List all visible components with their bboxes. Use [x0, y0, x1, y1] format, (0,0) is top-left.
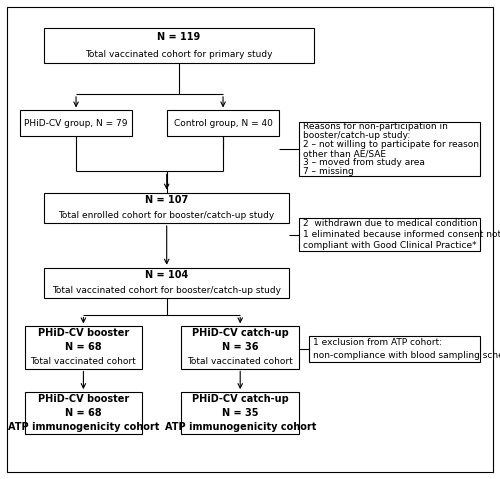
Text: 3 – moved from study area: 3 – moved from study area [303, 158, 425, 167]
Text: PHiD-CV group, N = 79: PHiD-CV group, N = 79 [24, 119, 128, 128]
FancyBboxPatch shape [20, 111, 132, 136]
FancyBboxPatch shape [166, 111, 280, 136]
Text: PHiD-CV catch-up: PHiD-CV catch-up [192, 329, 288, 338]
Text: Total vaccinated cohort for booster/catch-up study: Total vaccinated cohort for booster/catc… [52, 286, 281, 295]
FancyBboxPatch shape [24, 392, 142, 434]
FancyBboxPatch shape [299, 218, 480, 251]
Text: non-compliance with blood sampling schedule: non-compliance with blood sampling sched… [312, 351, 500, 360]
Text: Reasons for non-participation in: Reasons for non-participation in [303, 122, 448, 131]
Text: 1 eliminated because informed consent not: 1 eliminated because informed consent no… [303, 230, 500, 240]
FancyBboxPatch shape [182, 392, 299, 434]
Text: 7 – missing: 7 – missing [303, 167, 354, 176]
FancyBboxPatch shape [44, 193, 289, 223]
Text: N = 36: N = 36 [222, 342, 258, 353]
Text: other than AE/SAE: other than AE/SAE [303, 149, 386, 158]
FancyBboxPatch shape [44, 28, 314, 64]
FancyBboxPatch shape [299, 122, 480, 176]
Text: 2  withdrawn due to medical condition: 2 withdrawn due to medical condition [303, 219, 478, 228]
Text: N = 68: N = 68 [65, 342, 102, 353]
Text: N = 35: N = 35 [222, 408, 258, 418]
Text: Total enrolled cohort for booster/catch-up study: Total enrolled cohort for booster/catch-… [58, 211, 275, 220]
FancyBboxPatch shape [309, 336, 480, 362]
FancyBboxPatch shape [24, 326, 142, 369]
Text: PHiD-CV booster: PHiD-CV booster [38, 329, 129, 338]
Text: Total vaccinated cohort: Total vaccinated cohort [30, 357, 136, 366]
Text: Total vaccinated cohort for primary study: Total vaccinated cohort for primary stud… [85, 50, 272, 59]
Text: PHiD-CV catch-up: PHiD-CV catch-up [192, 394, 288, 404]
Text: Total vaccinated cohort: Total vaccinated cohort [188, 357, 293, 366]
Text: compliant with Good Clinical Practice*: compliant with Good Clinical Practice* [303, 241, 476, 250]
FancyBboxPatch shape [182, 326, 299, 369]
Text: N = 119: N = 119 [158, 32, 200, 42]
Text: PHiD-CV booster: PHiD-CV booster [38, 394, 129, 404]
Text: N = 104: N = 104 [145, 270, 188, 280]
Text: N = 107: N = 107 [145, 195, 188, 205]
Text: 1 exclusion from ATP cohort:: 1 exclusion from ATP cohort: [312, 338, 442, 347]
Text: ATP immunogenicity cohort: ATP immunogenicity cohort [164, 422, 316, 432]
Text: ATP immunogenicity cohort: ATP immunogenicity cohort [8, 422, 159, 432]
Text: booster/catch-up study:: booster/catch-up study: [303, 131, 410, 140]
Text: Control group, N = 40: Control group, N = 40 [174, 119, 272, 128]
FancyBboxPatch shape [44, 268, 289, 298]
Text: 2 – not willing to participate for reason: 2 – not willing to participate for reaso… [303, 140, 479, 149]
Text: N = 68: N = 68 [65, 408, 102, 418]
